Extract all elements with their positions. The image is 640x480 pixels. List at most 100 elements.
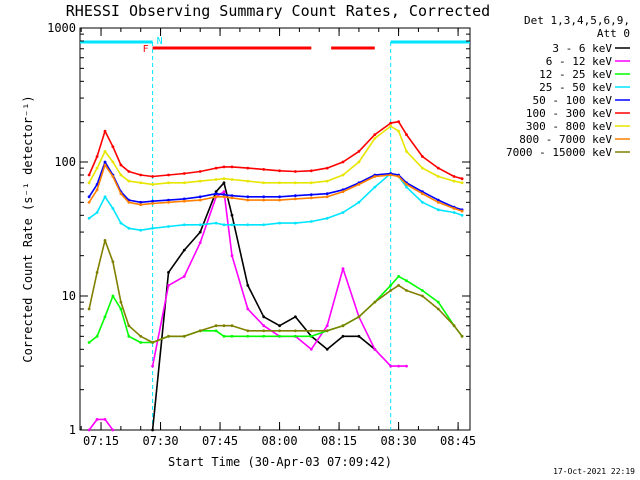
data-point (103, 315, 107, 319)
data-point (309, 329, 313, 333)
data-point (405, 185, 408, 189)
data-point (278, 198, 281, 202)
data-point (357, 200, 361, 204)
data-point (246, 334, 250, 338)
data-point (460, 181, 464, 185)
data-point (262, 168, 266, 171)
data-point (151, 341, 155, 344)
data-point (397, 129, 400, 133)
data-point (103, 163, 107, 167)
data-point (151, 226, 155, 230)
data-point (214, 190, 218, 194)
data-point (421, 166, 424, 170)
plot-frame (79, 27, 471, 431)
data-point (222, 165, 226, 169)
data-point (95, 155, 99, 158)
data-point (294, 329, 297, 333)
data-point (309, 220, 313, 223)
data-point (103, 195, 107, 199)
data-point (452, 211, 456, 214)
y-axis-ticks: 1 10 100 1000 (47, 21, 470, 437)
data-point (436, 300, 440, 304)
legend-header-line2: Att 0 (597, 27, 630, 40)
data-point (373, 347, 377, 351)
data-point (222, 177, 226, 181)
data-point (182, 223, 186, 227)
data-point (182, 334, 186, 338)
data-point (95, 334, 99, 338)
legend-entry-label: 800 - 7000 keV (519, 133, 612, 146)
data-point (198, 241, 202, 245)
data-point (103, 129, 107, 133)
data-point (309, 334, 313, 338)
legend-header-line1: Det 1,3,4,5,6,9, (524, 14, 630, 27)
data-point (139, 334, 143, 338)
flag-marker-label: F (143, 44, 149, 55)
data-point (389, 173, 393, 177)
data-point (127, 179, 131, 183)
y-tick-label: 1000 (47, 21, 76, 35)
night-flag-annotations: NF (80, 36, 470, 430)
data-point (151, 428, 155, 432)
data-point (389, 364, 393, 368)
data-point (230, 213, 234, 217)
legend-entry-label: 12 - 25 keV (539, 68, 612, 81)
data-point (389, 284, 393, 287)
data-point (405, 289, 408, 292)
data-point (182, 181, 186, 185)
legend-entry-label: 3 - 6 keV (552, 42, 612, 55)
data-point (127, 334, 131, 338)
data-point (87, 200, 91, 204)
data-point (262, 315, 266, 319)
data-point (309, 193, 313, 197)
data-point (421, 294, 424, 298)
legend-entry-label: 7000 - 15000 keV (506, 146, 612, 159)
data-point (405, 150, 408, 153)
data-point (214, 178, 218, 181)
data-point (230, 196, 234, 200)
data-point (198, 329, 202, 333)
data-point (294, 194, 297, 198)
data-point (421, 155, 424, 158)
footer-date: 17-Oct-2021 22:19 (553, 467, 635, 476)
data-point (151, 199, 155, 203)
data-point (325, 329, 329, 333)
data-point (262, 334, 266, 338)
data-point (325, 347, 329, 351)
data-point (167, 284, 170, 287)
data-point (119, 300, 123, 304)
data-point (151, 183, 155, 186)
data-point (230, 334, 234, 338)
data-point (151, 202, 155, 205)
data-point (139, 203, 143, 207)
data-point (246, 166, 250, 170)
data-point (151, 175, 155, 178)
data-point (460, 177, 464, 181)
data-point (341, 334, 345, 338)
data-point (111, 260, 115, 264)
data-point (341, 173, 345, 177)
data-point (95, 166, 99, 170)
data-point (397, 284, 400, 287)
data-point (325, 166, 329, 170)
data-point (460, 334, 464, 338)
data-point (167, 271, 170, 274)
data-point (357, 334, 361, 338)
data-point (452, 207, 456, 210)
data-point (405, 183, 408, 186)
data-point (182, 197, 186, 201)
data-point (278, 169, 281, 173)
data-point (357, 183, 361, 186)
y-tick-label: 1 (69, 423, 76, 437)
x-tick-label: 08:15 (321, 434, 357, 448)
data-point (119, 307, 123, 311)
data-point (103, 160, 107, 164)
data-point (198, 198, 202, 202)
data-point (87, 173, 91, 177)
data-point (182, 172, 186, 175)
data-point (139, 181, 143, 185)
data-point (87, 307, 91, 311)
data-point (167, 334, 170, 338)
data-point (127, 324, 131, 328)
data-point (278, 334, 281, 338)
